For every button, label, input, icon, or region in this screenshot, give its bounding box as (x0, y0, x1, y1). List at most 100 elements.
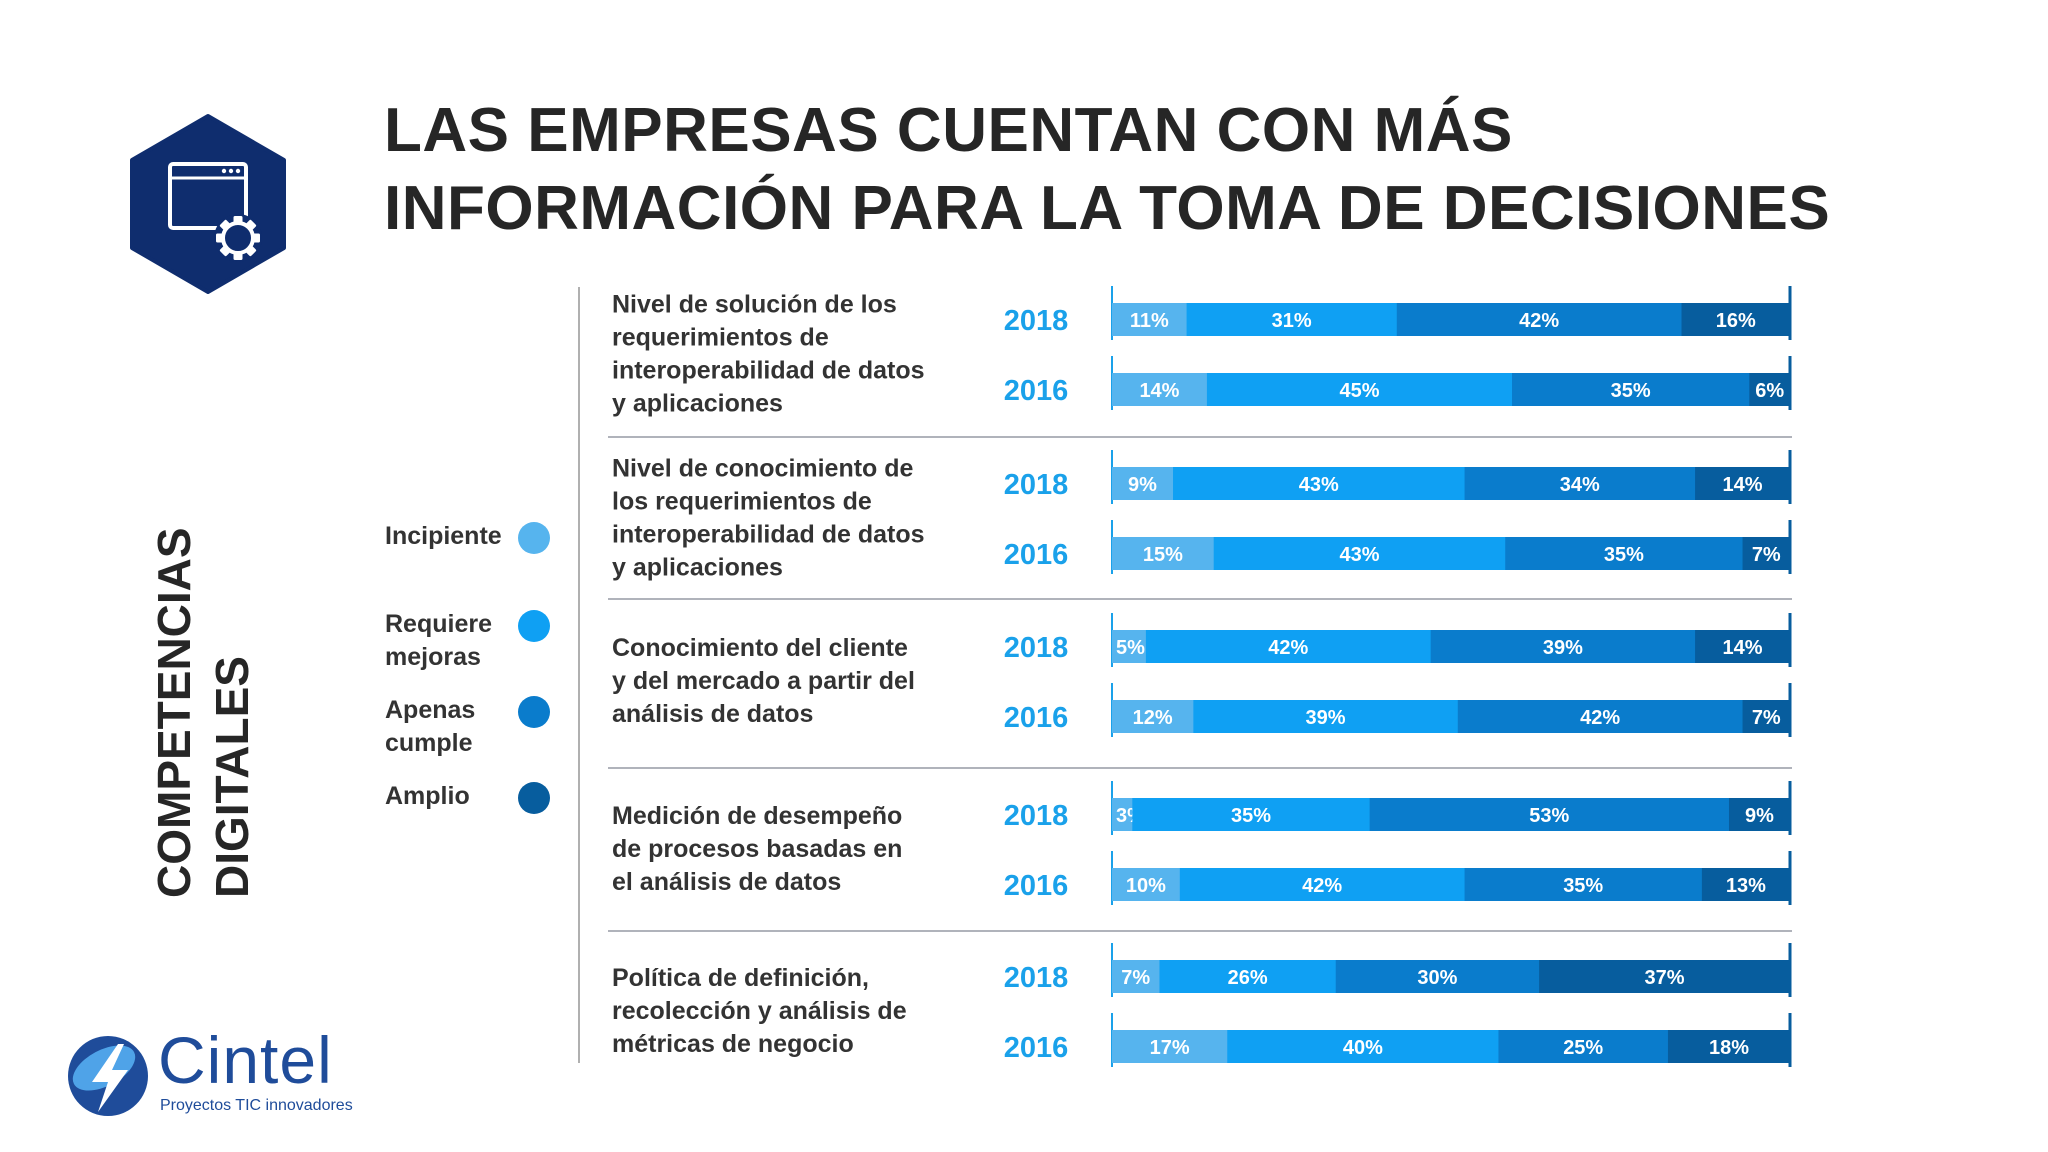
bar-value-label: 9% (1128, 474, 1157, 496)
year-label: 2018 (1004, 962, 1069, 994)
bar-segment (1701, 868, 1791, 901)
bar-segment (1206, 373, 1513, 406)
bar-value-label: 13% (1726, 875, 1766, 897)
year-label: 2018 (1004, 800, 1069, 832)
bar-value-label: 42% (1519, 310, 1559, 332)
bar-value-label: 42% (1580, 707, 1620, 729)
legend-label: Amplio (385, 782, 470, 810)
bar-value-label: 18% (1709, 1037, 1749, 1059)
legend-item-amplio: Amplio (385, 780, 555, 814)
bar-value-label: 31% (1272, 310, 1312, 332)
window-dot-2 (228, 168, 234, 174)
bar-value-label: 15% (1143, 544, 1183, 566)
bar-segment (1112, 467, 1174, 500)
bar-segment (1742, 537, 1791, 570)
category-label: y aplicaciones (612, 390, 783, 418)
bar-segment (1112, 1030, 1228, 1063)
bar-value-label: 7% (1752, 707, 1781, 729)
page-title: LAS EMPRESAS CUENTAN CON MÁS INFORMACIÓN… (384, 92, 1984, 248)
window-gear-icon (130, 114, 286, 294)
bar-segment (1396, 303, 1683, 336)
year-label: 2016 (1004, 1032, 1069, 1064)
category-label: de procesos basadas en (612, 835, 902, 863)
bar-segment (1695, 467, 1791, 500)
legend-label: Requiere mejoras (385, 610, 492, 671)
bar-segment (1159, 960, 1337, 993)
legend-label: Incipiente (385, 522, 502, 550)
legend-dot (518, 522, 550, 554)
bar-segment (1227, 1030, 1499, 1063)
legend-dot (518, 610, 550, 642)
year-label: 2016 (1004, 539, 1069, 571)
bar-segment (1667, 1030, 1791, 1063)
bar-value-label: 35% (1604, 544, 1644, 566)
bar-segment (1369, 798, 1730, 831)
category-label: Política de definición, (612, 964, 869, 992)
bar-value-label: 7% (1752, 544, 1781, 566)
bar-value-label: 16% (1716, 310, 1756, 332)
bar-segment (1213, 537, 1506, 570)
bar-segment (1512, 373, 1750, 406)
bar-value-label: 35% (1611, 380, 1651, 402)
bar-segment (1112, 868, 1181, 901)
bar-value-label: 17% (1150, 1037, 1190, 1059)
category-axis-line (578, 287, 580, 1063)
bar-segment (1681, 303, 1791, 336)
legend-dot (518, 696, 550, 728)
bar-segment (1112, 700, 1194, 733)
bar-segment (1464, 868, 1703, 901)
bar-segment (1173, 467, 1466, 500)
logo-tagline: Proyectos TIC innovadores (160, 1097, 353, 1114)
legend-item-apenas-cumple: Apenas cumple (385, 694, 555, 760)
bar-value-label: 14% (1723, 474, 1763, 496)
category-label: recolección y análisis de (612, 997, 907, 1025)
bar-segment (1112, 373, 1208, 406)
bar-segment (1464, 467, 1696, 500)
bar-value-label: 7% (1121, 967, 1150, 989)
bar-value-label: 14% (1723, 637, 1763, 659)
bar-value-label: 12% (1133, 707, 1173, 729)
bar-segment (1179, 868, 1466, 901)
bar-value-label: 35% (1231, 805, 1271, 827)
bar-value-label: 37% (1645, 967, 1685, 989)
bar-segment (1498, 1030, 1669, 1063)
bar-segment (1430, 630, 1696, 663)
window-dot-3 (235, 168, 241, 174)
bar-segment (1335, 960, 1540, 993)
bar-value-label: 14% (1139, 380, 1179, 402)
category-label: y del mercado a partir del (612, 667, 915, 695)
bar-value-label: 43% (1339, 544, 1379, 566)
bar-value-label: 40% (1343, 1037, 1383, 1059)
legend-label: Apenas cumple (385, 696, 476, 757)
year-label: 2018 (1004, 305, 1069, 337)
category-label: interoperabilidad de datos (612, 521, 925, 549)
bar-segment (1112, 960, 1160, 993)
bar-segment (1112, 798, 1133, 831)
bar-segment (1112, 537, 1215, 570)
bar-segment (1112, 630, 1147, 663)
category-label: el análisis de datos (612, 868, 841, 896)
year-label: 2018 (1004, 469, 1069, 501)
logo-wordmark: Cintel (158, 1023, 333, 1097)
bar-value-label: 42% (1268, 637, 1308, 659)
bar-segment (1193, 700, 1459, 733)
bar-segment (1695, 630, 1791, 663)
category-label: métricas de negocio (612, 1030, 854, 1058)
year-label: 2016 (1004, 375, 1069, 407)
bar-value-label: 5% (1116, 637, 1145, 659)
cintel-logo-icon (68, 1036, 148, 1116)
page-title-line-2: INFORMACIÓN PARA LA TOMA DE DECISIONES (384, 174, 1831, 243)
bar-value-label: 9% (1745, 805, 1774, 827)
bar-value-label: 6% (1755, 380, 1784, 402)
category-label: y aplicaciones (612, 554, 783, 582)
bar-segment (1145, 630, 1432, 663)
bar-segment (1186, 303, 1398, 336)
bar-segment (1728, 798, 1791, 831)
category-label: Medición de desempeño (612, 802, 902, 830)
bar-segment (1505, 537, 1744, 570)
bar-value-label: 39% (1306, 707, 1346, 729)
bar-value-label: 10% (1126, 875, 1166, 897)
legend-item-requiere-mejoras: Requiere mejoras (385, 608, 555, 674)
legend-dot (518, 782, 550, 814)
